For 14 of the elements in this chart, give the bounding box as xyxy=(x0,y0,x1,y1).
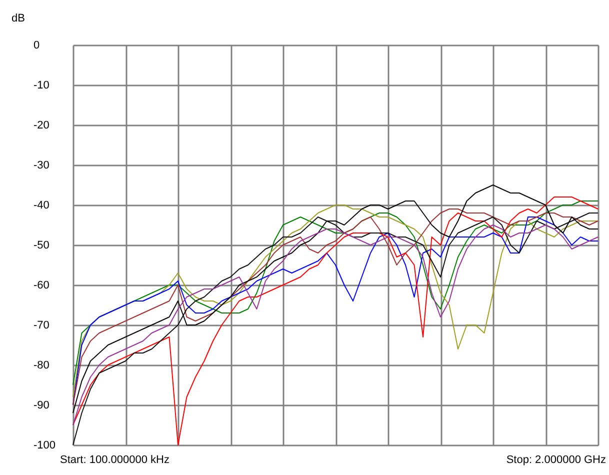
y-tick-label: -90 xyxy=(34,400,50,412)
y-tick-label: -60 xyxy=(34,280,50,292)
text: Stop: 2.000000 GHz xyxy=(506,454,606,466)
y-tick-label: -70 xyxy=(34,320,50,332)
text: Start: 100.000000 kHz xyxy=(60,454,170,466)
y-tick-label: -80 xyxy=(34,360,50,372)
y-tick-label: -100 xyxy=(34,440,56,452)
y-tick-label: -40 xyxy=(34,200,50,212)
y-tick-label: -10 xyxy=(34,80,50,92)
y-tick-label: -30 xyxy=(34,160,50,172)
y-tick-label: -20 xyxy=(34,120,50,132)
y-axis-title: dB xyxy=(12,12,25,24)
y-tick-label: -50 xyxy=(34,240,50,252)
y-tick-label: 0 xyxy=(34,40,40,52)
